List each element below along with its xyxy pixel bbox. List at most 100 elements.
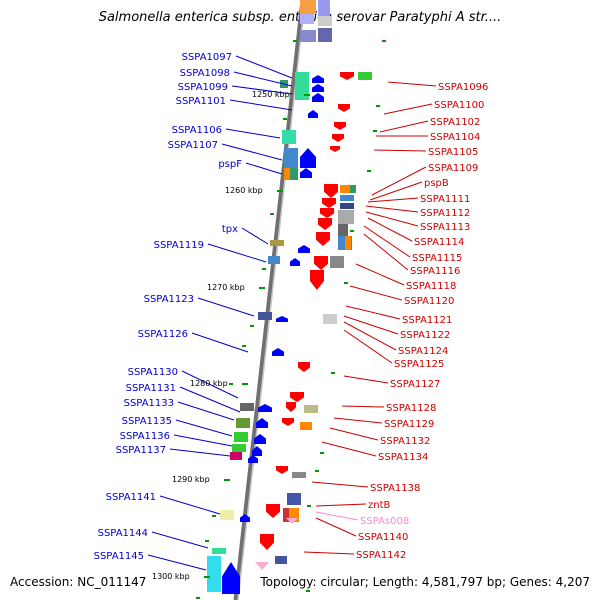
backbone-highlight xyxy=(237,0,306,600)
kbp-tick-label: 1270 kbp xyxy=(207,283,245,292)
gene-label-right: SSPA1102 xyxy=(430,117,480,128)
reverse-gene-arrow xyxy=(310,270,324,290)
gene-block xyxy=(300,0,316,14)
gene-block xyxy=(304,405,318,413)
gene-label-right: SSPA1120 xyxy=(404,296,454,307)
gene-label-left: SSPA1106 xyxy=(172,125,222,136)
gene-label-left: SSPA1123 xyxy=(144,294,194,305)
forward-gene-arrow xyxy=(252,446,262,456)
gene-block xyxy=(318,0,330,16)
reverse-gene-arrow xyxy=(282,418,294,426)
leader-line-left xyxy=(231,85,293,95)
gene-label-right: SSPA1122 xyxy=(400,330,450,341)
dot-left xyxy=(262,268,266,270)
leader-line-left xyxy=(197,297,255,317)
dot-left xyxy=(205,540,209,542)
gene-label-left: pspF xyxy=(218,159,242,170)
gene-block xyxy=(284,168,292,180)
reverse-gene-arrow xyxy=(324,184,338,198)
kbp-tick-label: 1250 kbp xyxy=(252,90,290,99)
dot-left xyxy=(212,515,216,517)
gene-block xyxy=(236,418,250,428)
gene-label-left: SSPA1130 xyxy=(128,367,178,378)
leader-line-left xyxy=(151,531,209,549)
dot-left xyxy=(250,325,254,327)
rna-gene-arrow xyxy=(286,518,298,524)
backbone xyxy=(233,0,306,600)
leader-line-left xyxy=(235,55,293,79)
gene-block xyxy=(287,493,301,505)
gene-label-left: SSPA1107 xyxy=(168,140,218,151)
gene-label-right: SSPA1140 xyxy=(358,532,408,543)
leader-line-right xyxy=(365,205,419,213)
gene-label-left: SSPA1136 xyxy=(120,431,170,442)
leader-line-right xyxy=(315,517,357,537)
reverse-gene-arrow xyxy=(290,392,304,402)
leader-line-right xyxy=(315,511,359,521)
leader-line-right xyxy=(343,329,393,364)
gene-label-left: SSPA1144 xyxy=(98,528,148,539)
gene-block xyxy=(295,72,309,100)
kbp-tick-mark xyxy=(242,383,248,385)
gene-label-right: SSPA1116 xyxy=(410,266,460,277)
dot-right xyxy=(367,170,371,172)
gene-label-right: SSPA1132 xyxy=(380,436,430,447)
backbone-line xyxy=(233,0,306,600)
leader-line-right xyxy=(329,427,379,441)
leader-line-left xyxy=(169,448,231,457)
dot-right xyxy=(376,105,380,107)
kbp-tick-mark xyxy=(224,479,230,481)
gene-block xyxy=(207,556,221,592)
gene-label-right: SSPA1142 xyxy=(356,550,406,561)
gene-features xyxy=(207,0,372,594)
reverse-gene-arrow xyxy=(286,402,296,412)
gene-label-left: SSPA1099 xyxy=(178,82,228,93)
gene-label-right: SSPA1118 xyxy=(406,281,456,292)
reverse-gene-arrow xyxy=(318,218,332,230)
dot-right xyxy=(350,230,354,232)
gene-label-right: SSPA1115 xyxy=(412,253,462,264)
forward-gene-arrow xyxy=(276,316,288,322)
gene-block xyxy=(345,236,351,250)
dot-left xyxy=(270,213,274,215)
gene-label-right: pspB xyxy=(424,178,449,189)
gene-label-left: SSPA1141 xyxy=(106,492,156,503)
leader-line-left xyxy=(175,419,233,437)
forward-gene-arrow xyxy=(222,562,240,594)
gene-label-right: SSPA1124 xyxy=(398,346,448,357)
gene-label-right: SSPA1104 xyxy=(430,132,480,143)
leader-line-left xyxy=(241,227,269,245)
gene-label-right: SSPA1112 xyxy=(420,208,470,219)
gene-block xyxy=(232,444,246,452)
leader-line-left xyxy=(181,370,239,399)
forward-gene-arrow xyxy=(300,148,316,168)
dot-left xyxy=(242,345,246,347)
reverse-gene-arrow xyxy=(260,534,274,550)
gene-label-left: SSPA1137 xyxy=(116,445,166,456)
leader-line-left xyxy=(191,332,249,353)
dot-left xyxy=(293,40,297,42)
gene-block xyxy=(300,14,314,24)
gene-label-right: SSPA1138 xyxy=(370,483,420,494)
gene-block xyxy=(284,148,298,168)
kbp-tick-mark xyxy=(277,190,283,192)
gene-label-left: SSPA1133 xyxy=(124,398,174,409)
gene-label-left: SSPA1145 xyxy=(94,551,144,562)
gene-label-right: SSPA1129 xyxy=(384,419,434,430)
leader-line-left xyxy=(233,71,293,87)
forward-gene-arrow xyxy=(300,168,312,178)
gene-block xyxy=(323,314,337,324)
leader-line-right xyxy=(303,551,355,555)
gene-block xyxy=(290,168,298,180)
forward-gene-arrow xyxy=(312,93,324,102)
gene-block xyxy=(338,210,354,224)
gene-block xyxy=(220,510,234,520)
gene-block xyxy=(268,256,280,264)
leader-line-right xyxy=(349,285,403,301)
gene-label-right: SSPA1096 xyxy=(438,82,488,93)
kbp-tick-label: 1300 kbp xyxy=(152,572,190,581)
dot-left xyxy=(229,383,233,385)
leader-line-left xyxy=(147,554,207,571)
gene-block xyxy=(230,452,242,460)
